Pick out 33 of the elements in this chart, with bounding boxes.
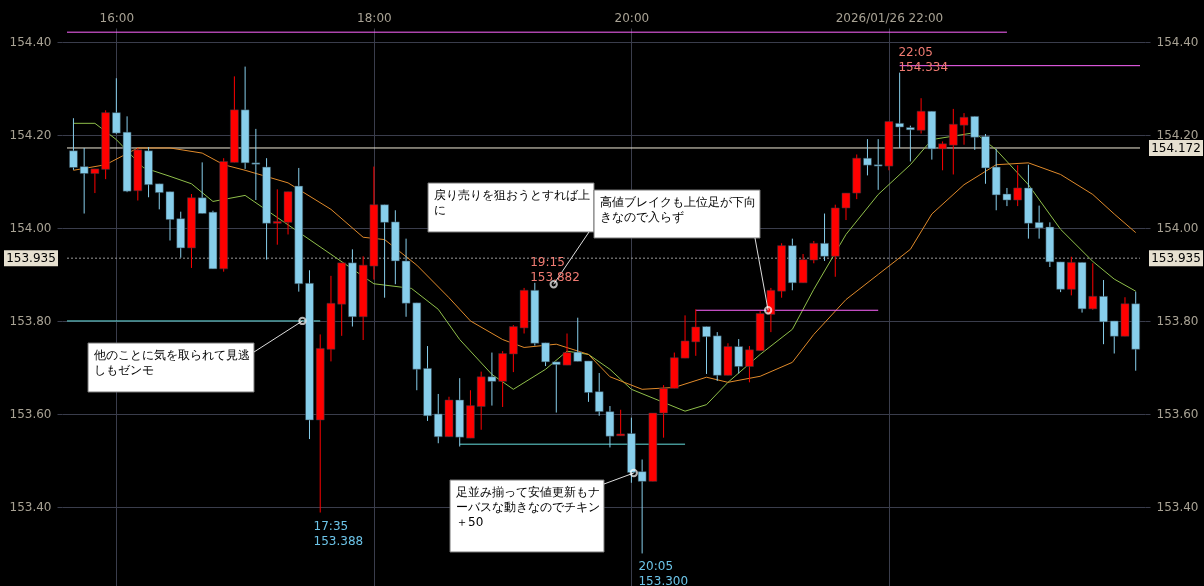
y2-tick-label: 154.00 [1156, 221, 1199, 236]
x-tick-label: 18:00 [357, 10, 392, 25]
text: 153.935 [1151, 251, 1201, 266]
candlestick [745, 345, 754, 383]
annotation: 戻り売りを狙おうとすれば上に [434, 188, 590, 217]
annotation: 20:05 153.300 [638, 559, 689, 586]
candlestick [820, 213, 829, 262]
y-tick-label: 154.00 [9, 221, 52, 236]
x-tick-label: 2026/01/26 22:00 [835, 10, 944, 25]
x-tick-label: 16:00 [99, 10, 135, 25]
y-tick-label: 153.60 [9, 407, 52, 422]
annotation: 17:35 153.388 [313, 518, 364, 548]
ref-line-label: 153.935 [6, 251, 56, 266]
y-tick-label: 154.20 [9, 128, 52, 143]
candlestick [69, 117, 78, 171]
line-series [72, 147, 1137, 390]
y-tick-label: 153.80 [9, 314, 52, 329]
y2-tick-label: 153.40 [1156, 500, 1199, 515]
y2-tick-label: 153.80 [1156, 314, 1199, 329]
y-tick-label: 154.40 [9, 35, 52, 50]
y-tick-label: 153.40 [9, 500, 52, 515]
y2-tick-label: 154.20 [1156, 128, 1199, 143]
annotation: 他のことに気を取られて見逃しもゼンモ [94, 348, 250, 377]
candlestick [863, 138, 872, 176]
annotation: 高値ブレイクも上位足が下向きなので入らず [600, 195, 756, 224]
x-tick-label: 20:00 [614, 10, 650, 25]
ref-line-label: 154.172 [1151, 140, 1201, 155]
candlestick [938, 140, 947, 171]
annotation: 足並み揃って安値更新もナーバスな動きなのでチキン＋50 [456, 485, 600, 529]
candlestick [541, 342, 550, 367]
candlestick [702, 326, 711, 375]
y2-tick-label: 153.60 [1156, 407, 1199, 422]
y2-tick-label: 154.40 [1156, 35, 1199, 50]
